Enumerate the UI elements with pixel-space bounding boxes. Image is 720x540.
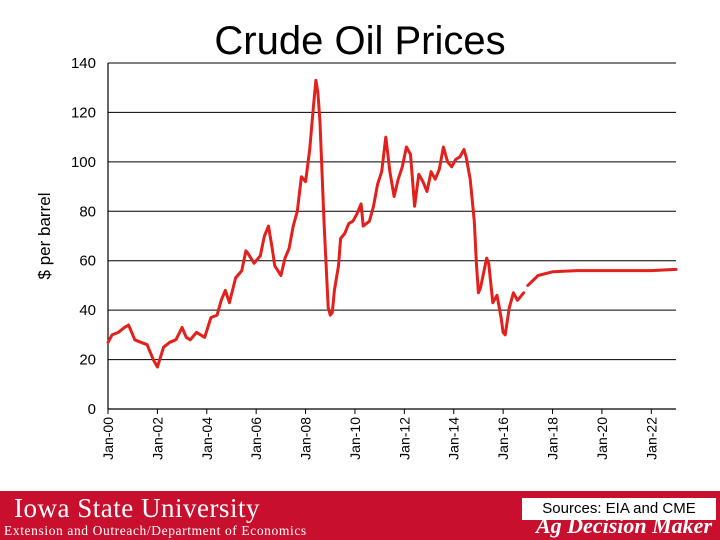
y-tick-label: 140 — [71, 55, 96, 72]
x-tick-label: Jan-16 — [495, 417, 511, 460]
y-tick-label: 100 — [71, 154, 96, 171]
plot-area: 0 20 40 60 80 100 120 140 Jan-00 Jan-02 Jan-04 Jan-… — [71, 55, 678, 460]
oil-price-chart: $ per barrel 0 20 40 60 80 100 120 140 Jan-00 Jan… — [35, 55, 678, 460]
y-tick-label: 80 — [79, 203, 96, 220]
university-wordmark: Iowa State University — [14, 493, 260, 523]
x-tick-label: Jan-12 — [396, 417, 412, 460]
y-tick-label: 120 — [71, 104, 96, 121]
price-line-futures — [526, 267, 678, 287]
slide-title: Crude Oil Prices — [214, 19, 506, 63]
y-tick-label: 60 — [79, 253, 96, 270]
x-tick-label: Jan-00 — [100, 417, 116, 460]
x-tick-label: Jan-06 — [248, 417, 264, 460]
department-name: Extension and Outreach/Department of Eco… — [4, 523, 307, 538]
y-axis-label: $ per barrel — [35, 193, 54, 280]
y-tick-label: 20 — [79, 352, 96, 369]
sources-note: Sources: EIA and CME — [522, 498, 716, 520]
x-tick-label: Jan-20 — [594, 417, 610, 460]
x-tick-label: Jan-08 — [298, 417, 314, 460]
x-tick-label: Jan-18 — [545, 417, 561, 460]
x-tick-label: Jan-10 — [347, 417, 363, 460]
y-tick-label: 40 — [79, 302, 96, 319]
y-tick-label: 0 — [88, 401, 96, 418]
x-tick-label: Jan-02 — [149, 417, 165, 460]
x-tick-label: Jan-22 — [643, 417, 659, 460]
x-tick-label: Jan-14 — [446, 417, 462, 460]
price-line-history — [106, 78, 526, 369]
x-tick-label: Jan-04 — [199, 417, 215, 460]
